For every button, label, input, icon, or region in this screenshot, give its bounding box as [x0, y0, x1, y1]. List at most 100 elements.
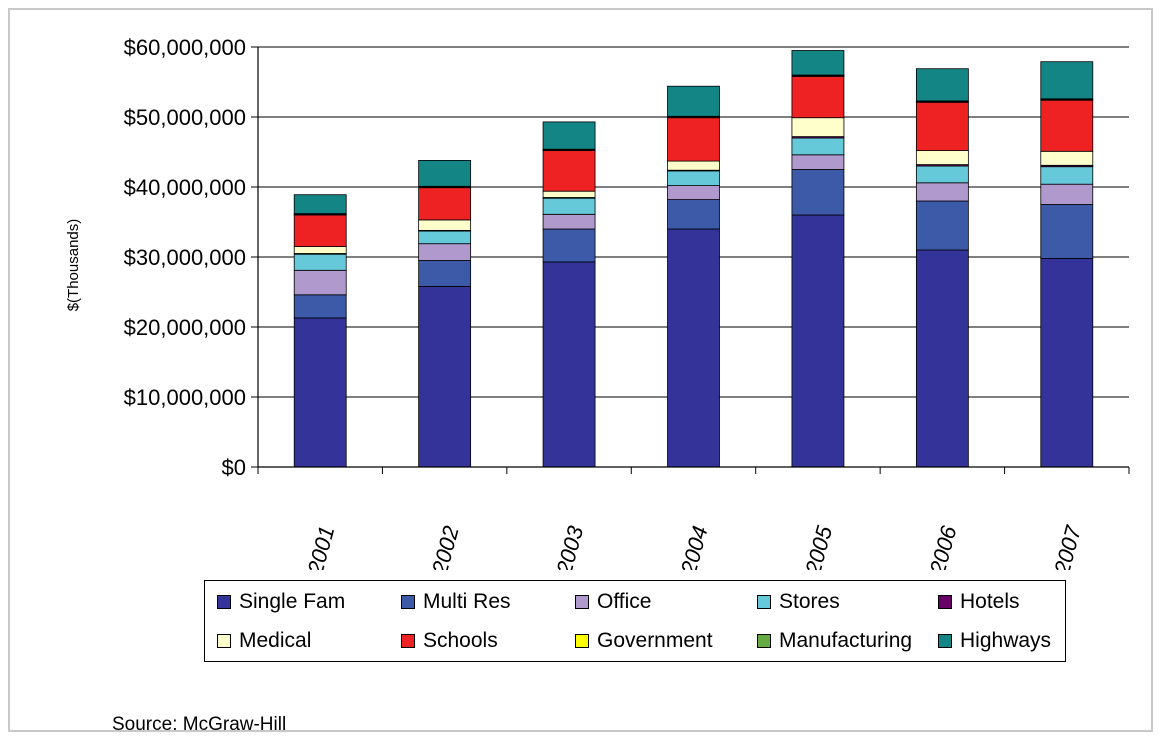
legend: Single Fam Multi Res Office Stores Hotels Med…	[204, 580, 1066, 662]
legend-label: Multi Res	[423, 590, 511, 613]
legend-label: Government	[597, 629, 713, 652]
legend-swatch	[401, 634, 415, 648]
legend-item-single-fam: Single Fam	[217, 588, 345, 616]
legend-item-medical: Medical	[217, 627, 311, 655]
bar-segment-single-fam-2001	[293, 317, 347, 468]
legend-swatch	[217, 595, 231, 609]
bar-segment-highways-2004	[667, 85, 720, 117]
legend-swatch	[757, 634, 771, 648]
legend-label: Manufacturing	[779, 629, 913, 652]
y-tick-labels: $0 $10,000,000 $20,000,000 $30,000,000 $40,0…	[124, 35, 246, 480]
legend-item-highways: Highways	[938, 627, 1051, 655]
bar-segment-stores-2007	[1040, 166, 1094, 185]
legend-label: Office	[597, 590, 652, 613]
bar-segment-schools-2003	[542, 150, 596, 192]
bar-segment-single-fam-2004	[667, 228, 720, 468]
legend-item-office: Office	[575, 588, 651, 616]
y-tick-label: $40,000,000	[124, 175, 246, 200]
legend-label: Medical	[239, 629, 312, 652]
bar-segment-single-fam-2006	[915, 249, 969, 468]
bars	[293, 50, 1094, 468]
bar-segment-medical-2007	[1040, 150, 1094, 166]
y-tick-label: $50,000,000	[124, 105, 246, 130]
legend-item-hotels: Hotels	[938, 588, 1020, 616]
y-tick-label: $60,000,000	[124, 35, 246, 60]
bar-segment-highways-2002	[418, 159, 472, 187]
legend-swatch	[938, 595, 952, 609]
bar-segment-stores-2001	[293, 253, 347, 271]
bar-segment-schools-2001	[293, 214, 347, 247]
bar-segment-office-2004	[667, 185, 720, 201]
y-tick-label: $10,000,000	[124, 385, 246, 410]
bar-segment-highways-2006	[915, 68, 969, 102]
bar-segment-single-fam-2005	[791, 214, 845, 468]
bar-segment-highways-2003	[542, 121, 596, 150]
legend-label: Single Fam	[239, 590, 346, 613]
bar-segment-medical-2004	[667, 160, 720, 171]
bar-segment-highways-2005	[791, 50, 845, 76]
x-tick-label: 2004	[676, 523, 713, 570]
legend-label: Stores	[779, 590, 840, 613]
x-tick-label: 2007	[1049, 522, 1086, 570]
bar-segment-stores-2003	[542, 197, 596, 215]
bar-segment-stores-2005	[791, 137, 845, 156]
legend-swatch	[757, 595, 771, 609]
legend-label: Highways	[960, 629, 1052, 652]
bar-segment-office-2001	[293, 269, 347, 296]
bar-segment-medical-2006	[915, 150, 969, 166]
legend-swatch	[938, 634, 952, 648]
stacked-bar-chart: $0 $10,000,000 $20,000,000 $30,000,000 $40,0…	[65, 35, 1130, 570]
y-tick-label: $0	[222, 455, 246, 480]
legend-label: Hotels	[960, 590, 1020, 613]
legend-item-manufacturing: Manufacturing	[757, 627, 912, 655]
bar-segment-stores-2004	[667, 170, 720, 186]
bar-segment-single-fam-2007	[1040, 257, 1094, 468]
bar-segment-multi-res-2002	[418, 260, 472, 287]
bar-segment-multi-res-2005	[791, 169, 845, 216]
legend-item-schools: Schools	[401, 627, 498, 655]
bar-segment-schools-2006	[915, 101, 969, 152]
y-tick-label: $20,000,000	[124, 315, 246, 340]
legend-swatch	[575, 595, 589, 609]
bar-segment-schools-2004	[667, 117, 720, 162]
x-tick-label: 2006	[924, 522, 961, 570]
bar-segment-multi-res-2003	[542, 228, 596, 263]
bar-segment-single-fam-2002	[418, 285, 472, 468]
y-axis-label: $(Thousands)	[65, 219, 82, 312]
bar-segment-medical-2002	[418, 219, 472, 231]
bar-segment-single-fam-2003	[542, 261, 596, 468]
axes	[251, 46, 1130, 474]
bar-segment-schools-2002	[418, 187, 472, 221]
source-note: Source: McGraw-Hill	[112, 714, 287, 735]
bar-segment-office-2002	[418, 243, 472, 261]
y-tick-label: $30,000,000	[124, 245, 246, 270]
bar-segment-office-2005	[791, 154, 845, 170]
bar-segment-office-2006	[915, 182, 969, 202]
bar-segment-multi-res-2006	[915, 200, 969, 251]
x-tick-label: 2001	[302, 523, 339, 570]
legend-swatch	[575, 634, 589, 648]
bar-segment-highways-2001	[293, 194, 347, 214]
legend-item-stores: Stores	[757, 588, 840, 616]
bar-segment-schools-2005	[791, 76, 845, 119]
x-tick-labels: 2001 2002 2003 2004 2005 2006 2007	[302, 522, 1086, 570]
bar-segment-multi-res-2007	[1040, 204, 1094, 259]
x-tick-label: 2002	[427, 523, 464, 570]
bar-segment-medical-2005	[791, 117, 845, 137]
bar-segment-office-2007	[1040, 183, 1094, 205]
legend-item-multi-res: Multi Res	[401, 588, 511, 616]
chart-frame: $0 $10,000,000 $20,000,000 $30,000,000 $40,0…	[8, 8, 1153, 735]
bar-segment-stores-2006	[915, 165, 969, 184]
x-tick-label: 2003	[551, 522, 588, 570]
legend-swatch	[217, 634, 231, 648]
bar-segment-medical-2003	[542, 190, 596, 198]
legend-swatch	[401, 595, 415, 609]
bar-segment-highways-2007	[1040, 61, 1094, 100]
bar-segment-schools-2007	[1040, 99, 1094, 152]
legend-label: Schools	[423, 629, 498, 652]
x-tick-label: 2005	[800, 522, 837, 570]
bar-segment-office-2003	[542, 213, 596, 230]
bar-segment-multi-res-2004	[667, 199, 720, 230]
bar-segment-stores-2002	[418, 230, 472, 245]
legend-item-government: Government	[575, 627, 713, 655]
